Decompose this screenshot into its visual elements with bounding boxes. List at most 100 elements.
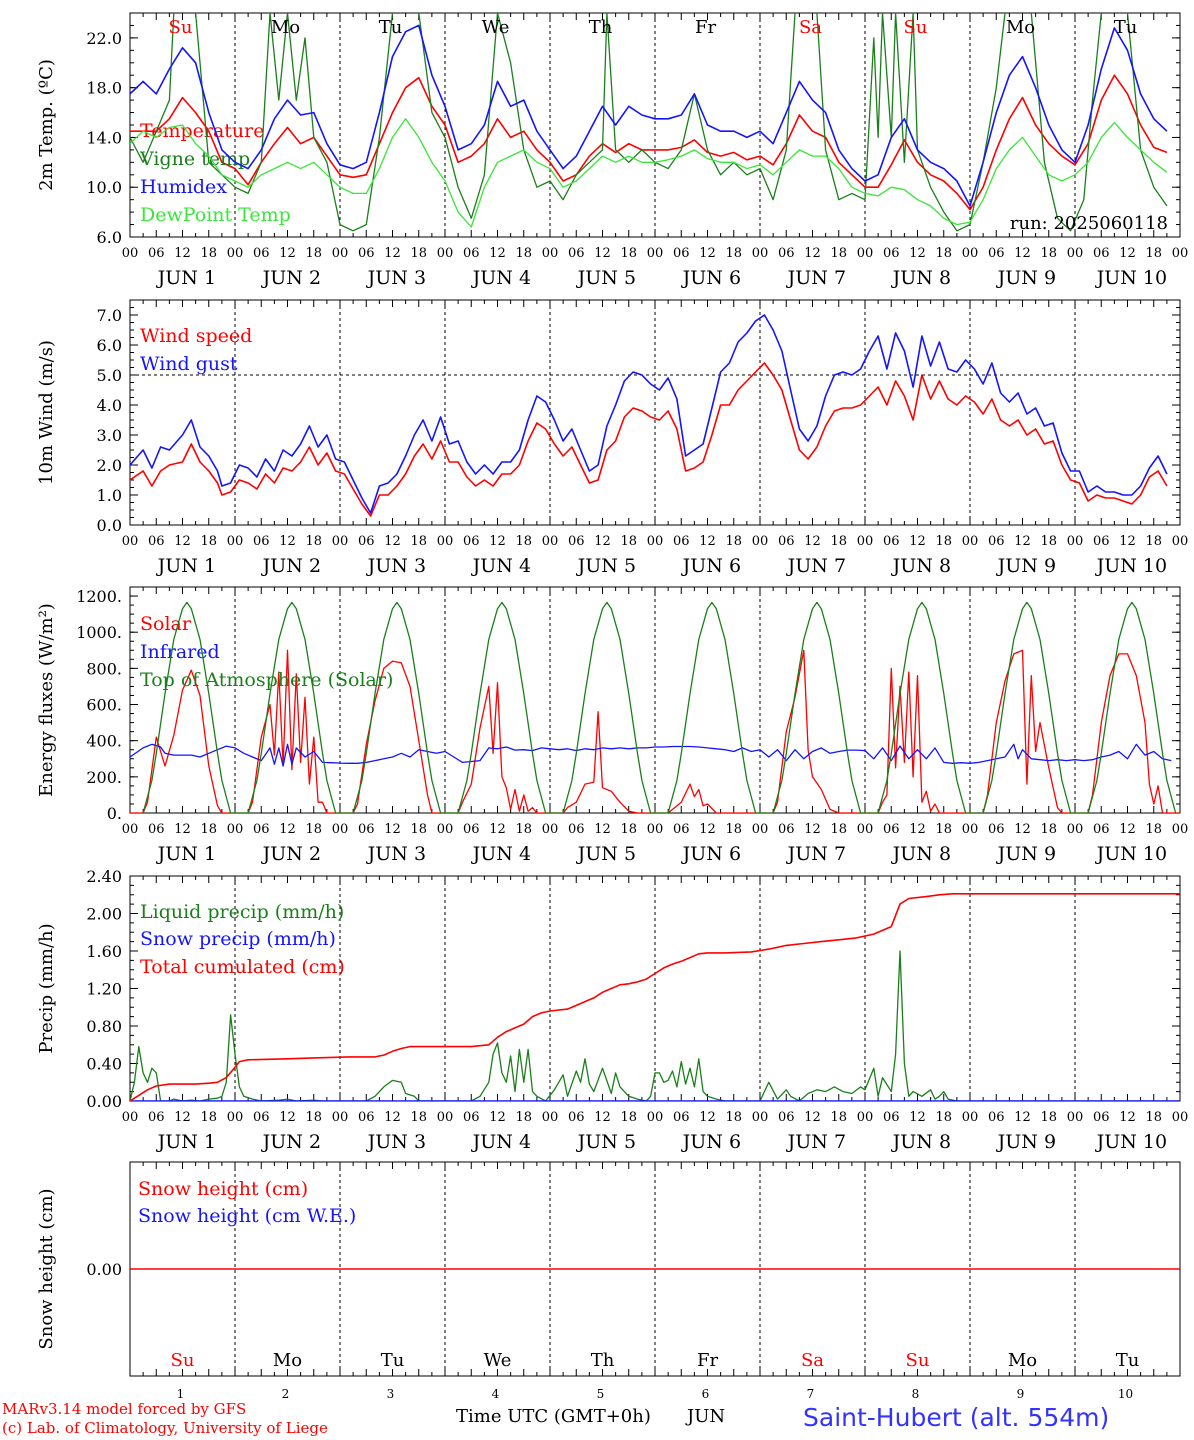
hour-tick-label: 18 <box>305 1110 322 1125</box>
hour-tick-label: 06 <box>1093 822 1110 837</box>
day-number-label: 2 <box>282 1387 290 1401</box>
hour-tick-label: 00 <box>647 246 664 261</box>
legend-entry: Wind speed <box>140 325 252 347</box>
hour-tick-label: 12 <box>804 1110 821 1125</box>
date-label: JUN 3 <box>366 1131 426 1153</box>
date-label: JUN 5 <box>576 1131 636 1153</box>
hour-tick-label: 06 <box>358 1110 375 1125</box>
hour-tick-label: 06 <box>148 1110 165 1125</box>
hour-tick-label: 06 <box>463 1110 480 1125</box>
hour-tick-label: 18 <box>725 246 742 261</box>
date-label: JUN 1 <box>156 267 216 289</box>
y-tick-label: 22.0 <box>86 29 122 48</box>
weekday-label: Mo <box>1008 1350 1037 1371</box>
hour-tick-label: 18 <box>410 246 427 261</box>
weekday-label: We <box>482 17 510 38</box>
legend-entry: Snow height (cm) <box>138 1178 308 1200</box>
hour-tick-label: 18 <box>830 246 847 261</box>
legend-entry: Temperature <box>140 120 264 142</box>
y-tick-label: 0.00 <box>86 1092 122 1111</box>
date-label: JUN 10 <box>1095 1131 1167 1153</box>
day-number-label: 5 <box>597 1387 605 1401</box>
hour-tick-label: 12 <box>384 246 401 261</box>
date-label: JUN 3 <box>366 267 426 289</box>
hour-tick-label: 18 <box>1040 534 1057 549</box>
day-number-label: 9 <box>1017 1387 1025 1401</box>
weekday-label: Sa <box>799 17 822 38</box>
y-tick-label: 0.00 <box>86 1260 122 1279</box>
weekday-label: Th <box>591 1350 615 1371</box>
hour-tick-label: 18 <box>620 822 637 837</box>
series-line-wind-gust <box>130 314 1168 514</box>
hour-tick-label: 18 <box>515 822 532 837</box>
date-label: JUN 3 <box>366 555 426 577</box>
hour-tick-label: 06 <box>253 822 270 837</box>
hour-tick-label: 18 <box>830 534 847 549</box>
hour-tick-label: 12 <box>279 1110 296 1125</box>
hour-tick-label: 06 <box>1093 246 1110 261</box>
hour-tick-label: 18 <box>410 822 427 837</box>
hour-tick-label: 12 <box>1014 822 1031 837</box>
hour-tick-label: 06 <box>253 1110 270 1125</box>
weekday-label: We <box>484 1350 512 1371</box>
hour-tick-label: 06 <box>988 534 1005 549</box>
hour-tick-label: 12 <box>594 534 611 549</box>
hour-tick-label: 06 <box>778 1110 795 1125</box>
y-tick-label: 14.0 <box>86 128 122 147</box>
hour-tick-label: 18 <box>410 1110 427 1125</box>
hour-tick-label: 06 <box>1093 534 1110 549</box>
hour-tick-label: 12 <box>594 246 611 261</box>
hour-tick-label: 06 <box>463 246 480 261</box>
y-tick-label: 600. <box>86 696 122 715</box>
legend-entry: Wind gust <box>140 353 238 375</box>
hour-tick-label: 00 <box>962 822 979 837</box>
hour-tick-label: 00 <box>752 534 769 549</box>
hour-tick-label: 06 <box>568 534 585 549</box>
legend-entry: Infrared <box>140 641 220 663</box>
hour-tick-label: 00 <box>752 1110 769 1125</box>
y-tick-label: 3.0 <box>97 426 122 445</box>
hour-tick-label: 06 <box>673 534 690 549</box>
date-label: JUN 4 <box>471 843 531 865</box>
y-tick-label: 2.0 <box>97 456 122 475</box>
date-label: JUN 2 <box>261 555 321 577</box>
date-label: JUN 10 <box>1095 843 1167 865</box>
hour-tick-label: 12 <box>384 822 401 837</box>
legend-entry: Solar <box>140 613 192 635</box>
hour-tick-label: 00 <box>332 246 349 261</box>
hour-tick-label: 00 <box>752 246 769 261</box>
hour-tick-label: 12 <box>909 822 926 837</box>
x-axis-title: Time UTC (GMT+0h) <box>456 1406 651 1427</box>
weekday-label: Tu <box>379 17 403 38</box>
hour-tick-label: 00 <box>1067 246 1084 261</box>
weekday-label: Fr <box>695 17 716 38</box>
day-number-label: 4 <box>492 1387 500 1401</box>
hour-tick-label: 18 <box>1040 246 1057 261</box>
date-label: JUN 1 <box>156 843 216 865</box>
y-tick-label: 4.0 <box>97 396 122 415</box>
hour-tick-label: 12 <box>909 1110 926 1125</box>
day-number-label: 10 <box>1118 1387 1133 1401</box>
hour-tick-label: 12 <box>279 534 296 549</box>
hour-tick-label: 00 <box>1067 822 1084 837</box>
series-line-infrared <box>130 743 1172 767</box>
hour-tick-label: 12 <box>909 246 926 261</box>
y-tick-label: 6.0 <box>97 228 122 247</box>
hour-tick-label: 18 <box>200 822 217 837</box>
hour-tick-label: 06 <box>988 1110 1005 1125</box>
day-number-label: 1 <box>177 1387 185 1401</box>
hour-tick-label: 00 <box>1172 822 1189 837</box>
hour-tick-label: 00 <box>227 1110 244 1125</box>
hour-tick-label: 18 <box>725 1110 742 1125</box>
hour-tick-label: 00 <box>332 534 349 549</box>
y-tick-label: 10.0 <box>86 178 122 197</box>
hour-tick-label: 18 <box>620 1110 637 1125</box>
date-label: JUN 8 <box>891 843 951 865</box>
hour-tick-label: 18 <box>830 822 847 837</box>
hour-tick-label: 00 <box>1172 1110 1189 1125</box>
y-tick-label: 1200. <box>76 587 122 606</box>
hour-tick-label: 18 <box>515 534 532 549</box>
hour-tick-label: 18 <box>935 822 952 837</box>
series-line-liquid-precip-mm-h <box>130 950 1180 1101</box>
hour-tick-label: 18 <box>935 246 952 261</box>
